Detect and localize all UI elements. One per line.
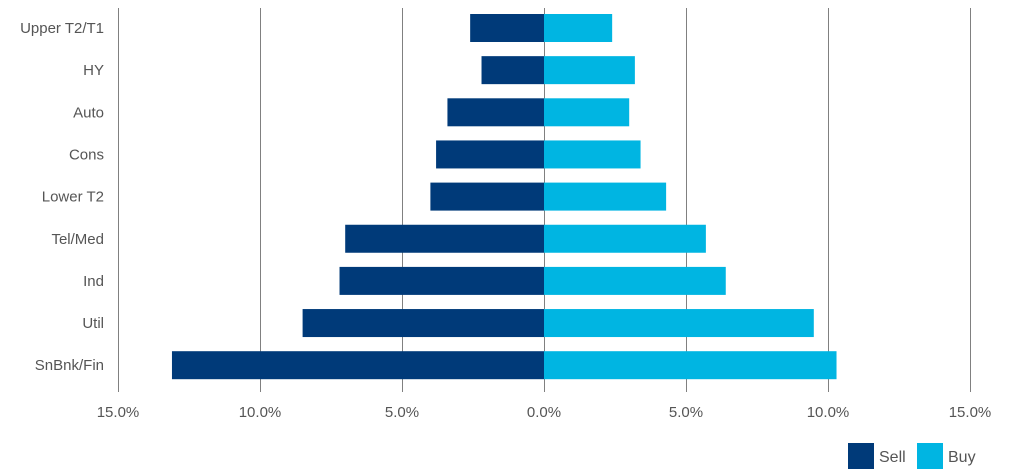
x-tick-label-3: 0.0% — [527, 404, 561, 421]
category-label-6: Ind — [83, 273, 104, 290]
category-label-8: SnBnk/Fin — [35, 357, 104, 374]
sell-bar-1 — [481, 56, 544, 85]
category-label-2: Auto — [73, 104, 104, 121]
bars — [171, 14, 837, 380]
category-label-5: Tel/Med — [51, 231, 104, 248]
x-tick-label-4: 5.0% — [669, 404, 703, 421]
category-label-7: Util — [82, 315, 104, 332]
sell-legend-label: Sell — [879, 449, 906, 466]
buy-bar-3 — [544, 140, 641, 169]
category-label-0: Upper T2/T1 — [20, 20, 104, 37]
sell-bar-8 — [171, 351, 544, 380]
x-tick-label-0: 15.0% — [97, 404, 140, 421]
category-labels: Upper T2/T1 HY Auto Cons Lower T2 Tel/Med Ind U… — [20, 20, 104, 374]
buy-bar-5 — [544, 224, 706, 253]
sell-bar-2 — [447, 98, 544, 127]
sell-bar-0 — [470, 14, 544, 42]
x-tick-label-6: 15.0% — [949, 404, 992, 421]
buy-legend-label: Buy — [948, 449, 976, 466]
sell-bar-6 — [339, 266, 544, 295]
buy-bar-0 — [544, 14, 613, 42]
buy-bar-7 — [544, 309, 814, 338]
x-axis-tick-labels: 15.0% 10.0% 5.0% 0.0% 5.0% 10.0% 15.0% — [97, 404, 992, 421]
sell-legend-swatch — [848, 443, 874, 469]
category-label-1: HY — [83, 62, 104, 79]
buy-bar-4 — [544, 182, 667, 211]
sell-bar-4 — [430, 182, 544, 211]
sell-bar-3 — [436, 140, 544, 169]
buy-legend-swatch — [917, 443, 943, 469]
category-label-3: Cons — [69, 146, 104, 163]
buy-bar-2 — [544, 98, 630, 127]
legend: Sell Buy — [848, 443, 976, 469]
x-tick-label-5: 10.0% — [807, 404, 850, 421]
category-label-4: Lower T2 — [42, 189, 104, 206]
x-tick-label-2: 5.0% — [385, 404, 419, 421]
buy-bar-1 — [544, 56, 635, 85]
sell-bar-5 — [345, 224, 544, 253]
buy-bar-8 — [544, 351, 837, 380]
buy-bar-6 — [544, 266, 726, 295]
x-tick-label-1: 10.0% — [239, 404, 282, 421]
sell-bar-7 — [302, 309, 544, 338]
